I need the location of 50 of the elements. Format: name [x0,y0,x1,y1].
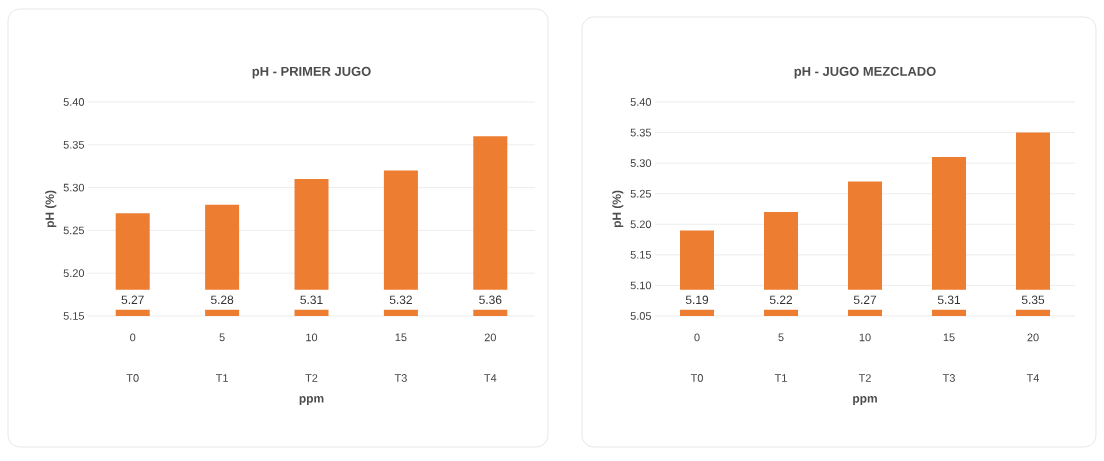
text: T2 [858,374,871,382]
y-tick-label: 5.15 [63,312,85,320]
chart-title: pH - JUGO MEZCLADO [794,66,936,79]
data-label: 5.28 [210,295,234,305]
x-axis-title: ppm [299,396,324,406]
text: T1 [215,374,228,382]
x-axis-title: ppm [853,396,877,406]
y-tick-label: 5.20 [630,220,652,229]
y-axis-title: pH (%) [45,190,57,228]
data-label: 5.31 [937,295,961,305]
x-tick-label: 0 [130,333,136,342]
x-tick-label: 15 [395,333,407,342]
y-tick-label: 5.30 [630,159,652,168]
data-label: 5.27 [853,295,877,305]
y-tick-label: 5.35 [630,128,652,137]
x-tick-label: 20 [484,333,496,342]
x-tick-label: 10 [859,333,871,342]
data-label: 5.31 [300,295,323,305]
y-tick-label: 5.25 [63,226,85,235]
x-tick-label: 20 [1027,333,1039,342]
x-tick-label: 10 [306,333,318,342]
y-axis-title: pH (%) [612,190,624,228]
chart-title: pH - PRIMER JUGO [252,66,371,79]
data-label: 5.22 [769,295,793,305]
y-tick-label: 5.40 [63,98,85,106]
x-tick-label: 15 [943,333,955,342]
y-tick-label: 5.35 [63,140,85,149]
y-tick-label: 5.30 [63,183,85,192]
y-tick-label: 5.15 [630,251,652,259]
data-label: 5.32 [389,295,412,305]
data-label: 5.27 [121,295,144,305]
data-label: 5.35 [1021,295,1045,305]
y-tick-label: 5.40 [630,98,652,106]
x-tick-label: 5 [778,333,784,342]
text: T4 [1026,374,1040,382]
y-tick-label: 5.05 [630,312,652,320]
text: T3 [942,374,955,382]
y-tick-label: 5.20 [63,269,85,278]
text: T4 [484,374,497,382]
x-tick-label: 5 [219,333,225,342]
text: T0 [690,374,703,382]
y-tick-label: 5.25 [630,189,652,198]
y-tick-label: 5.10 [630,281,652,290]
data-label: 5.36 [479,295,502,305]
text: T2 [305,374,318,382]
text: T3 [394,374,407,382]
x-tick-label: 0 [694,333,700,342]
text: T1 [774,374,787,382]
data-label: 5.19 [685,295,709,305]
text: T0 [126,374,139,382]
